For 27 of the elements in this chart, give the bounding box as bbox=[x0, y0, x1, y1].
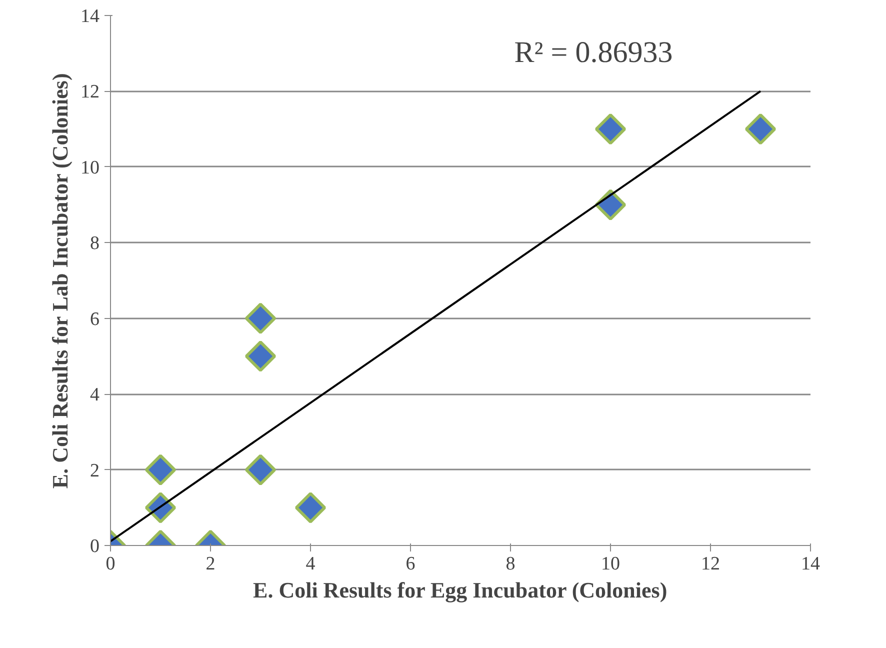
x-tick-label: 2 bbox=[206, 554, 216, 574]
x-tick-label: 12 bbox=[701, 554, 720, 574]
annotation: R² = 0.86933 bbox=[514, 36, 673, 70]
y-tick-label: 8 bbox=[90, 233, 100, 254]
x-tick-label: 0 bbox=[106, 554, 116, 574]
point bbox=[244, 454, 276, 486]
y-tick-label: 14 bbox=[80, 6, 100, 27]
x-tick-label: 6 bbox=[406, 554, 416, 574]
y-tick-label: 0 bbox=[90, 536, 100, 557]
point bbox=[294, 492, 326, 524]
x-axis-title: E. Coli Results for Egg Incubator (Colonies) bbox=[253, 578, 668, 602]
y-axis-title: E. Coli Results for Lab Incubator (Colonies) bbox=[48, 73, 72, 489]
point bbox=[244, 302, 276, 334]
x-tick-label: 10 bbox=[601, 554, 620, 574]
point bbox=[144, 492, 176, 524]
point bbox=[744, 113, 776, 145]
point bbox=[244, 340, 276, 372]
x-tick-label: 14 bbox=[801, 554, 820, 574]
x-tick-label: 8 bbox=[506, 554, 516, 574]
y-tick-label: 2 bbox=[90, 460, 100, 482]
y-tick-label: 12 bbox=[80, 82, 100, 103]
y-tick-label: 4 bbox=[90, 384, 100, 406]
y-tick-label: 10 bbox=[80, 157, 100, 178]
y-tick-label: 6 bbox=[90, 308, 100, 330]
point bbox=[144, 454, 176, 486]
point bbox=[594, 113, 626, 145]
x-tick-label: 4 bbox=[306, 554, 316, 574]
